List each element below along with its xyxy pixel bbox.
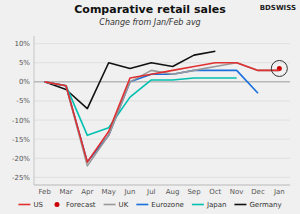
legend-item: Japan xyxy=(192,201,227,209)
x-axis-line xyxy=(34,185,290,186)
grid xyxy=(34,44,290,178)
y-tick-label: -25% xyxy=(12,174,30,182)
y-tick-label: -10% xyxy=(12,117,30,125)
line xyxy=(45,78,237,135)
y-tick-label: -15% xyxy=(12,136,30,144)
legend-line xyxy=(192,204,204,206)
grid-line xyxy=(34,158,290,159)
legend-label: Japan xyxy=(206,201,227,209)
legend-label: US xyxy=(33,201,43,209)
y-tick-label: 10% xyxy=(14,40,30,48)
title: Comparative retail sales xyxy=(74,3,226,16)
legend-label: Eurozone xyxy=(151,201,184,209)
x-tick-label: Dec xyxy=(251,188,265,196)
x-tick-label: Mar xyxy=(59,188,72,196)
x-tick-label: Nov xyxy=(230,188,244,196)
grid-line xyxy=(34,62,290,63)
legend-item: US xyxy=(18,201,43,209)
grid-line xyxy=(34,139,290,140)
legend-label: Forecast xyxy=(66,201,96,209)
x-tick-label: Oct xyxy=(209,188,221,196)
x-tick-label: Aug xyxy=(166,188,180,196)
grid-line xyxy=(34,177,290,178)
y-tick-label: -20% xyxy=(12,155,30,163)
legend-line xyxy=(104,204,116,206)
chart: Comparative retail sales Change from Jan/… xyxy=(0,0,300,214)
subtitle: Change from Jan/Feb avg xyxy=(99,18,200,27)
x-tick-label: Jul xyxy=(146,188,156,196)
y-tick-label: 5% xyxy=(19,59,30,67)
y-tick-label: -5% xyxy=(16,97,30,105)
x-tick-label: Feb xyxy=(38,188,51,196)
grid-line xyxy=(34,120,290,121)
x-tick-label: Jun xyxy=(124,188,136,196)
legend-item: UK xyxy=(104,201,129,209)
legend-marker xyxy=(54,202,59,207)
y-axis-line xyxy=(34,36,35,185)
plot-data xyxy=(45,51,282,166)
line xyxy=(45,70,258,162)
annotation: BDSWISS xyxy=(260,4,296,12)
legend-item: Eurozone xyxy=(136,201,184,209)
x-tick-label: Jan xyxy=(273,188,285,196)
legend-label: UK xyxy=(119,201,129,209)
x-tick-label: Apr xyxy=(81,188,93,196)
legend-line xyxy=(18,204,30,206)
legend-line xyxy=(136,204,148,206)
background xyxy=(0,0,300,214)
zero-line xyxy=(34,81,290,82)
legend: US Forecast UK Eurozone Japan Germany xyxy=(18,201,281,209)
highlight-ring xyxy=(271,60,287,76)
legend-item: Germany xyxy=(234,201,281,209)
line xyxy=(45,63,280,162)
legend-line xyxy=(234,204,246,206)
line xyxy=(45,63,280,166)
legend-label: Germany xyxy=(249,201,281,209)
y-tick-label: 0% xyxy=(19,78,30,86)
legend-item: Forecast xyxy=(54,201,95,209)
grid-line xyxy=(34,43,290,44)
x-tick-label: Sep xyxy=(187,188,201,196)
x-tick-label: May xyxy=(101,188,115,196)
